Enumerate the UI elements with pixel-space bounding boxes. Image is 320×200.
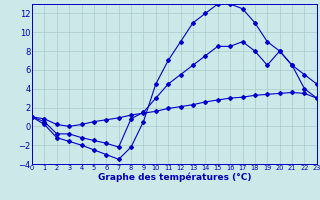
X-axis label: Graphe des températures (°C): Graphe des températures (°C) — [98, 173, 251, 182]
